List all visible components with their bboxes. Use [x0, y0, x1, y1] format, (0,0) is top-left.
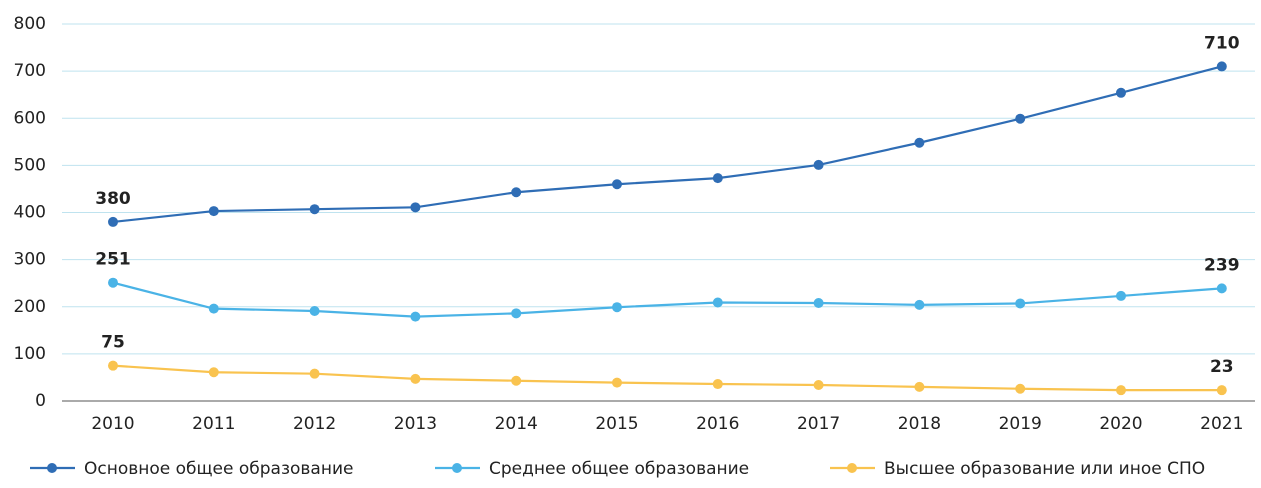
y-tick-label: 700	[14, 61, 46, 81]
series-line	[112, 65, 1223, 224]
data-point	[914, 381, 925, 392]
legend-label: Основное общее образование	[84, 459, 353, 479]
data-point	[410, 202, 421, 213]
x-tick-label: 2020	[1099, 414, 1142, 434]
legend-marker	[47, 463, 57, 473]
data-point	[612, 179, 622, 190]
data-label: 710	[1204, 33, 1240, 53]
data-point	[712, 173, 723, 184]
data-point	[813, 379, 824, 390]
data-point	[612, 302, 622, 313]
data-label: 75	[101, 333, 125, 353]
legend-label: Среднее общее образование	[489, 459, 749, 479]
data-label: 239	[1204, 255, 1240, 275]
x-tick-label: 2013	[394, 414, 437, 434]
data-point	[1015, 383, 1026, 394]
y-tick-label: 100	[14, 344, 46, 364]
data-point	[410, 311, 421, 322]
x-tick-label: 2012	[293, 414, 336, 434]
x-tick-label: 2011	[192, 414, 235, 434]
legend-marker	[452, 463, 462, 473]
data-point	[1216, 283, 1227, 294]
data-point	[309, 204, 320, 215]
x-tick-label: 2021	[1200, 414, 1243, 434]
series-line	[112, 281, 1222, 318]
data-point	[108, 277, 118, 288]
data-point	[1116, 87, 1126, 98]
data-point	[108, 216, 118, 227]
data-point	[1015, 113, 1026, 124]
y-tick-label: 600	[14, 108, 46, 128]
data-point	[612, 377, 622, 388]
data-point	[712, 379, 723, 390]
x-tick-label: 2019	[999, 414, 1042, 434]
x-tick-label: 2016	[696, 414, 739, 434]
y-tick-label: 300	[14, 250, 46, 270]
data-point	[914, 137, 925, 148]
series-line	[112, 364, 1222, 392]
y-tick-label: 0	[35, 391, 46, 411]
data-point	[309, 368, 320, 379]
data-point	[1015, 298, 1026, 309]
x-tick-label: 2015	[595, 414, 638, 434]
data-point	[511, 375, 522, 386]
data-point	[208, 303, 219, 314]
y-tick-label: 500	[14, 155, 46, 175]
data-point	[309, 305, 320, 316]
data-point	[208, 206, 219, 217]
data-label: 23	[1210, 357, 1234, 377]
data-point	[511, 187, 522, 198]
data-label: 251	[95, 250, 131, 270]
data-point	[108, 360, 118, 371]
data-point	[410, 373, 421, 384]
data-point	[813, 297, 824, 308]
y-tick-label: 200	[14, 297, 46, 317]
data-point	[511, 308, 522, 319]
y-tick-label: 400	[14, 203, 46, 223]
data-point	[1116, 385, 1126, 396]
legend-label: Высшее образование или иное СПО	[884, 459, 1205, 479]
x-tick-label: 2010	[91, 414, 134, 434]
data-label: 380	[95, 189, 131, 209]
x-tick-label: 2018	[898, 414, 941, 434]
legend-marker	[847, 463, 857, 473]
data-point	[914, 299, 925, 310]
data-point	[1116, 290, 1126, 301]
data-point	[1216, 61, 1227, 72]
data-point	[208, 367, 219, 378]
data-point	[813, 159, 824, 170]
x-tick-label: 2017	[797, 414, 840, 434]
data-point	[1216, 385, 1227, 396]
x-tick-label: 2014	[495, 414, 538, 434]
data-point	[712, 297, 723, 308]
y-tick-label: 800	[14, 14, 46, 34]
